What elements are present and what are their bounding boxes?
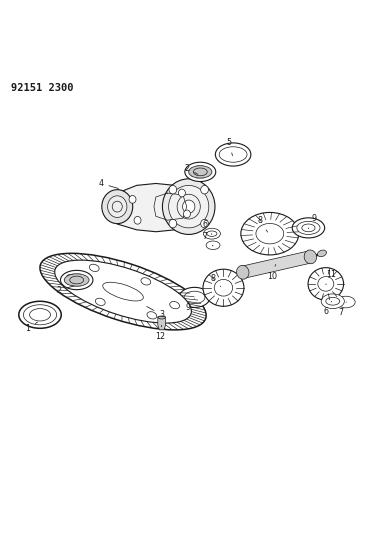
Ellipse shape — [23, 305, 57, 325]
Text: 3: 3 — [147, 306, 164, 319]
Ellipse shape — [214, 279, 233, 296]
Text: 10: 10 — [267, 264, 277, 281]
Ellipse shape — [318, 277, 334, 291]
Ellipse shape — [95, 298, 105, 305]
Ellipse shape — [158, 316, 165, 319]
Ellipse shape — [308, 268, 343, 300]
Ellipse shape — [108, 196, 127, 217]
Ellipse shape — [304, 250, 317, 264]
Text: 4: 4 — [98, 179, 118, 189]
Ellipse shape — [67, 274, 76, 282]
Ellipse shape — [169, 219, 177, 228]
Ellipse shape — [168, 185, 209, 228]
Ellipse shape — [170, 302, 180, 309]
Ellipse shape — [203, 228, 221, 239]
Ellipse shape — [141, 278, 151, 285]
Ellipse shape — [60, 270, 93, 289]
Ellipse shape — [64, 274, 89, 286]
Ellipse shape — [206, 241, 220, 249]
Ellipse shape — [203, 269, 244, 306]
Ellipse shape — [336, 296, 355, 308]
Ellipse shape — [256, 223, 284, 244]
Ellipse shape — [89, 264, 99, 271]
Text: 7: 7 — [203, 232, 213, 246]
Ellipse shape — [317, 250, 326, 257]
Text: 9: 9 — [186, 298, 194, 312]
Text: 12: 12 — [155, 325, 165, 341]
Ellipse shape — [169, 185, 177, 194]
Ellipse shape — [134, 216, 141, 224]
Ellipse shape — [103, 282, 144, 301]
Ellipse shape — [184, 210, 191, 218]
Text: 7: 7 — [338, 302, 346, 317]
Ellipse shape — [147, 312, 157, 319]
Ellipse shape — [179, 287, 210, 308]
Ellipse shape — [182, 200, 195, 213]
Text: 8: 8 — [210, 274, 221, 287]
Ellipse shape — [179, 189, 186, 197]
Ellipse shape — [321, 294, 344, 309]
Polygon shape — [110, 183, 212, 232]
Polygon shape — [242, 251, 312, 278]
Text: 6: 6 — [323, 301, 331, 316]
Ellipse shape — [201, 185, 209, 194]
Ellipse shape — [189, 166, 212, 178]
Text: 6: 6 — [203, 220, 212, 235]
Ellipse shape — [185, 162, 216, 182]
Polygon shape — [158, 317, 166, 330]
Ellipse shape — [129, 196, 136, 203]
Ellipse shape — [55, 260, 191, 323]
Ellipse shape — [102, 190, 133, 224]
Text: 5: 5 — [227, 139, 233, 156]
Text: 11: 11 — [326, 270, 336, 285]
Ellipse shape — [241, 213, 299, 255]
Ellipse shape — [216, 143, 251, 166]
Ellipse shape — [237, 265, 249, 279]
Ellipse shape — [297, 221, 320, 235]
Text: 92151 2300: 92151 2300 — [11, 83, 74, 93]
Text: 8: 8 — [258, 216, 268, 232]
Text: 2: 2 — [184, 164, 198, 174]
Ellipse shape — [201, 219, 209, 228]
Ellipse shape — [163, 179, 215, 235]
Ellipse shape — [19, 301, 61, 328]
Text: 9: 9 — [308, 214, 317, 229]
Text: 2: 2 — [56, 286, 74, 295]
Text: 1: 1 — [25, 322, 38, 333]
Ellipse shape — [40, 253, 206, 330]
Ellipse shape — [292, 218, 325, 238]
